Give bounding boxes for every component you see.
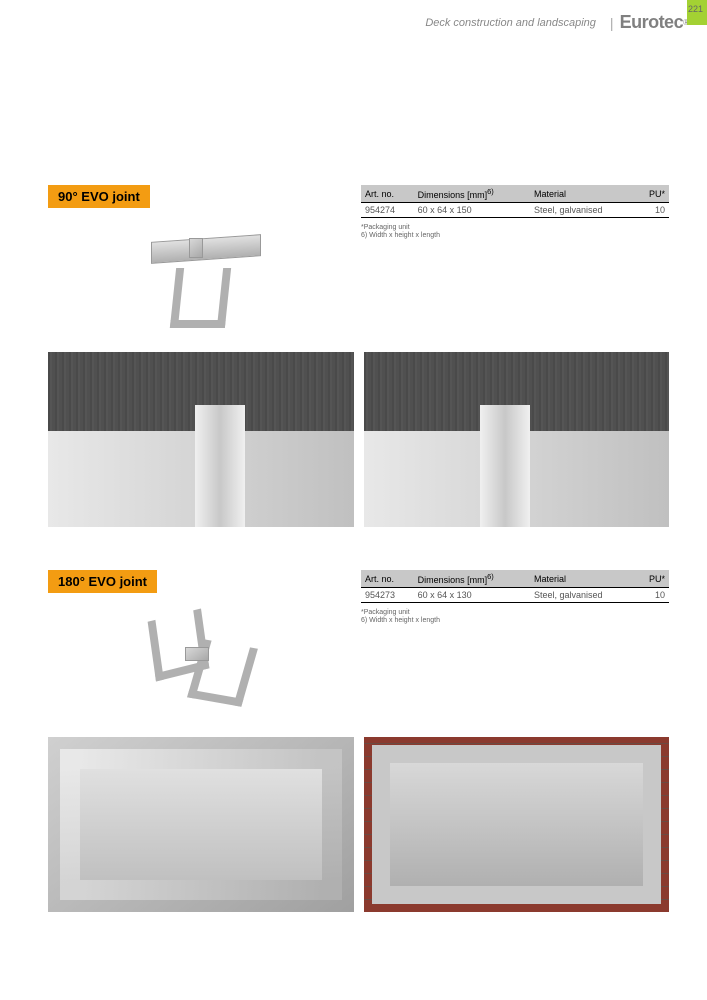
product-title-90: 90° EVO joint [48, 185, 150, 208]
product-render-90 [131, 220, 271, 340]
product-render-180 [131, 605, 271, 725]
cell-pu: 10 [636, 588, 669, 603]
col-pu: PU* [636, 185, 669, 203]
product-section-180: 180° EVO joint Art. no. Dimensions [mm]6… [48, 570, 669, 912]
install-photo-90-right [364, 352, 670, 527]
product-section-90: 90° EVO joint Art. no. Dimensions [mm]6)… [48, 185, 669, 527]
brand-logo: Eurotec [620, 12, 684, 33]
title-column: 90° EVO joint [48, 185, 353, 340]
footnote: *Packaging unit 6) Width x height x leng… [361, 609, 669, 626]
table-row: 954274 60 x 64 x 150 Steel, galvanised 1… [361, 203, 669, 218]
table-header-row: Art. no. Dimensions [mm]6) Material PU* [361, 185, 669, 203]
cell-dimensions: 60 x 64 x 130 [414, 588, 530, 603]
cell-art-no: 954273 [361, 588, 414, 603]
cell-material: Steel, galvanised [530, 588, 636, 603]
category-label: Deck construction and landscaping [425, 17, 596, 29]
col-dimensions: Dimensions [mm]6) [414, 185, 530, 203]
section-header-row: 90° EVO joint Art. no. Dimensions [mm]6)… [48, 185, 669, 340]
col-art-no: Art. no. [361, 185, 414, 203]
spec-table-column: Art. no. Dimensions [mm]6) Material PU* … [361, 185, 669, 241]
col-material: Material [530, 185, 636, 203]
product-title-180: 180° EVO joint [48, 570, 157, 593]
col-material: Material [530, 570, 636, 588]
col-art-no: Art. no. [361, 570, 414, 588]
photo-row-180 [48, 737, 669, 912]
photo-row-90 [48, 352, 669, 527]
cell-dimensions: 60 x 64 x 150 [414, 203, 530, 218]
spec-table-90: Art. no. Dimensions [mm]6) Material PU* … [361, 185, 669, 218]
install-photo-180-left [48, 737, 354, 912]
cell-material: Steel, galvanised [530, 203, 636, 218]
page-header: Deck construction and landscaping | Euro… [0, 0, 707, 45]
footnote: *Packaging unit 6) Width x height x leng… [361, 224, 669, 241]
cell-pu: 10 [636, 203, 669, 218]
col-pu: PU* [636, 570, 669, 588]
table-row: 954273 60 x 64 x 130 Steel, galvanised 1… [361, 588, 669, 603]
spec-table-180: Art. no. Dimensions [mm]6) Material PU* … [361, 570, 669, 603]
table-header-row: Art. no. Dimensions [mm]6) Material PU* [361, 570, 669, 588]
section-header-row: 180° EVO joint Art. no. Dimensions [mm]6… [48, 570, 669, 725]
install-photo-180-right [364, 737, 670, 912]
corner-tab: 221 [687, 0, 707, 25]
spec-table-column: Art. no. Dimensions [mm]6) Material PU* … [361, 570, 669, 626]
cell-art-no: 954274 [361, 203, 414, 218]
install-photo-90-left [48, 352, 354, 527]
page-number: 221 [688, 4, 703, 14]
title-column: 180° EVO joint [48, 570, 353, 725]
header-divider: | [610, 15, 614, 31]
col-dimensions: Dimensions [mm]6) [414, 570, 530, 588]
